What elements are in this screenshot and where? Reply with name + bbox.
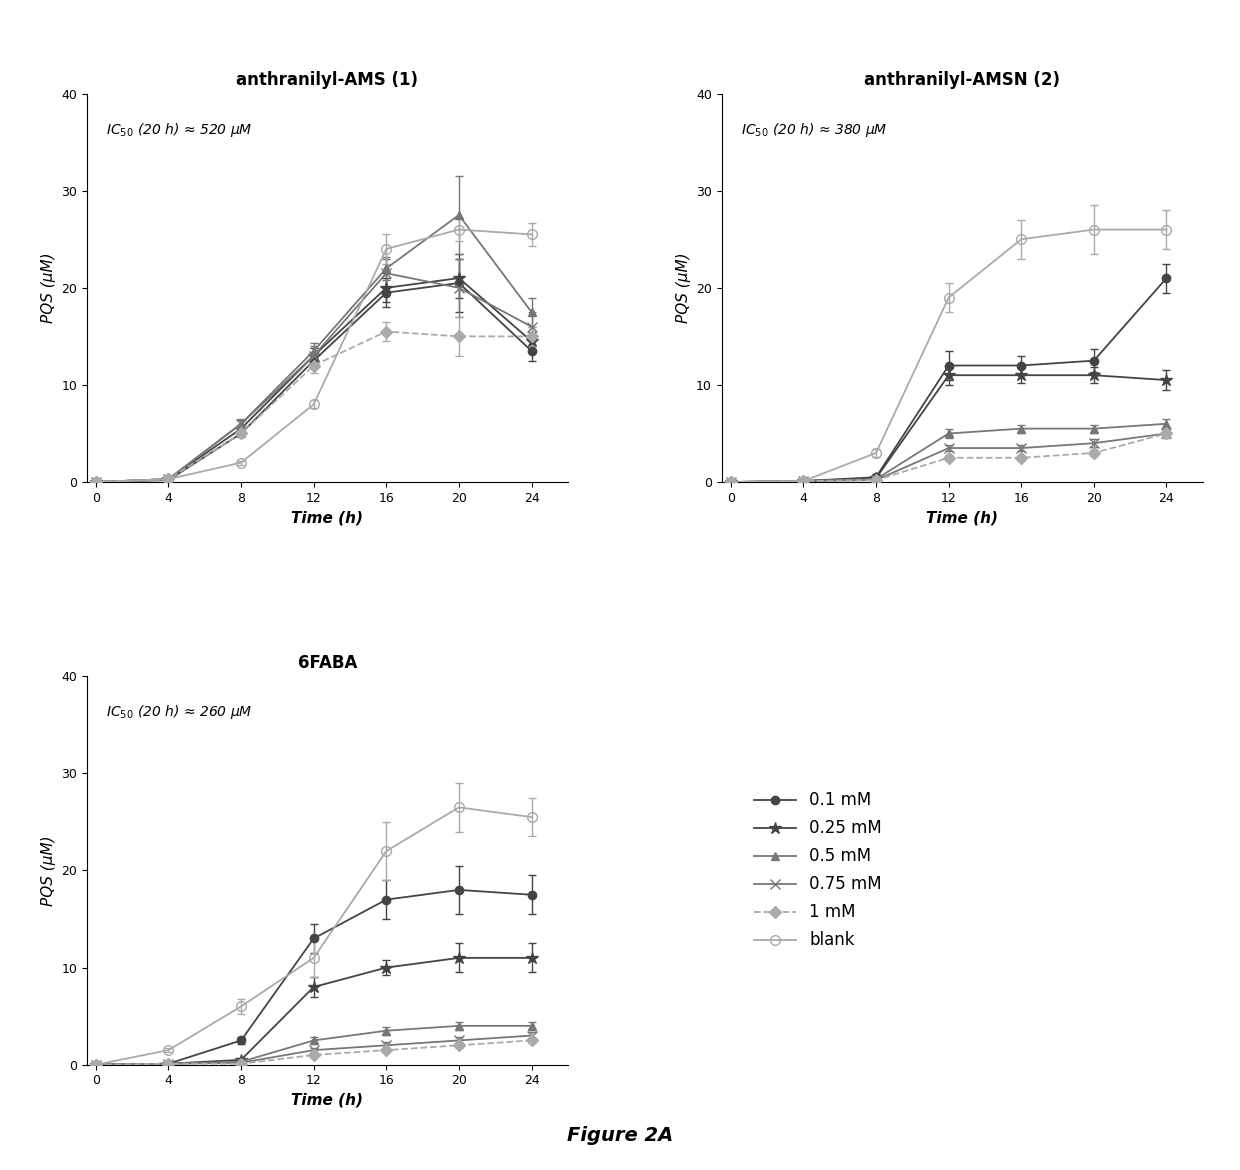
Title: 6FABA: 6FABA <box>298 654 357 672</box>
Text: Figure 2A: Figure 2A <box>567 1126 673 1144</box>
Y-axis label: PQS (μM): PQS (μM) <box>41 253 56 323</box>
Title: anthranilyl-AMS (1): anthranilyl-AMS (1) <box>237 71 418 89</box>
X-axis label: Time (h): Time (h) <box>291 1093 363 1108</box>
X-axis label: Time (h): Time (h) <box>291 510 363 525</box>
Title: anthranilyl-AMSN (2): anthranilyl-AMSN (2) <box>864 71 1060 89</box>
X-axis label: Time (h): Time (h) <box>926 510 998 525</box>
Legend: 0.1 mM, 0.25 mM, 0.5 mM, 0.75 mM, 1 mM, blank: 0.1 mM, 0.25 mM, 0.5 mM, 0.75 mM, 1 mM, … <box>754 791 882 950</box>
Y-axis label: PQS (μM): PQS (μM) <box>41 835 56 906</box>
Text: IC$_{50}$ (20 h) ≈ 380 μM: IC$_{50}$ (20 h) ≈ 380 μM <box>742 121 888 139</box>
Text: IC$_{50}$ (20 h) ≈ 520 μM: IC$_{50}$ (20 h) ≈ 520 μM <box>107 121 253 139</box>
Y-axis label: PQS (μM): PQS (μM) <box>676 253 691 323</box>
Text: IC$_{50}$ (20 h) ≈ 260 μM: IC$_{50}$ (20 h) ≈ 260 μM <box>107 703 253 722</box>
